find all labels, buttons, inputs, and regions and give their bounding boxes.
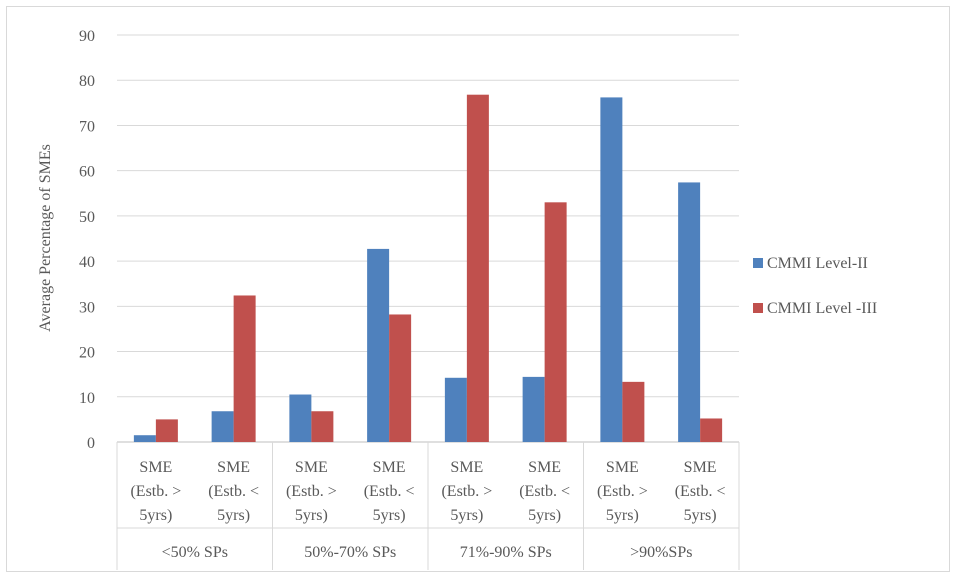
bar-level-ii [367, 248, 390, 442]
category-label: 5yrs) [217, 507, 250, 524]
category-label: 5yrs) [295, 507, 328, 524]
y-tick-label: 90 [79, 28, 95, 45]
group-label: >90%SPs [630, 544, 692, 561]
category-label: SME [217, 459, 250, 476]
y-tick-label: 20 [79, 345, 95, 362]
category-label: SME [373, 459, 406, 476]
category-label: 5yrs) [139, 507, 172, 524]
category-label: 5yrs) [450, 507, 483, 524]
category-label: SME [606, 459, 639, 476]
bar-level-ii [678, 182, 701, 442]
category-label: (Estb. > [597, 483, 648, 500]
gridlines [117, 34, 739, 443]
legend-label: CMMI Level-II [767, 255, 868, 272]
legend-swatch [753, 258, 763, 268]
y-tick-label: 60 [79, 164, 95, 181]
x-axis: <50% SPs SME (Estb. > 5yrs) SME (Estb. < 5yrs)… [116, 442, 740, 570]
category-label: (Estb. < [519, 483, 570, 500]
category-label: 5yrs) [684, 507, 717, 524]
bar-level-iii [700, 418, 723, 442]
category-label: (Estb. < [364, 483, 415, 500]
bar-level-ii [522, 376, 545, 442]
category-label: (Estb. > [441, 483, 492, 500]
bars [133, 94, 723, 443]
bar-level-ii [211, 411, 234, 442]
bar-level-iii [311, 411, 334, 442]
y-tick-label: 0 [87, 435, 95, 452]
category-label: SME [295, 459, 328, 476]
category-label: SME [684, 459, 717, 476]
y-tick-label: 70 [79, 118, 95, 135]
legend-swatch [753, 303, 763, 313]
bar-level-iii [544, 202, 567, 442]
y-axis-label: Average Percentage of SMEs [37, 144, 54, 332]
group-label: 50%-70% SPs [304, 544, 396, 561]
bar-level-ii [133, 435, 156, 442]
y-axis-ticks: 0 10 20 30 40 50 60 70 80 90 [79, 28, 95, 452]
category-label: (Estb. < [208, 483, 259, 500]
y-tick-label: 50 [79, 209, 95, 226]
bar-level-ii [444, 377, 467, 442]
group-label: 71%-90% SPs [460, 544, 552, 561]
y-tick-label: 30 [79, 299, 95, 316]
legend: CMMI Level-II CMMI Level -III [753, 255, 877, 317]
legend-label: CMMI Level -III [767, 300, 877, 317]
y-tick-label: 80 [79, 73, 95, 90]
y-tick-label: 40 [79, 254, 95, 271]
bar-level-iii [233, 295, 256, 442]
category-label: 5yrs) [606, 507, 639, 524]
category-label: (Estb. < [675, 483, 726, 500]
group-label: <50% SPs [162, 544, 228, 561]
category-label: (Estb. > [286, 483, 337, 500]
category-label: SME [528, 459, 561, 476]
category-label: 5yrs) [373, 507, 406, 524]
bar-level-ii [289, 394, 312, 442]
bar-level-ii [600, 97, 623, 442]
category-label: SME [139, 459, 172, 476]
category-label: SME [450, 459, 483, 476]
bar-level-iii [389, 314, 412, 442]
bar-level-iii [622, 381, 645, 442]
category-label: (Estb. > [130, 483, 181, 500]
bar-level-iii [155, 419, 178, 442]
bar-level-iii [466, 94, 489, 443]
y-tick-label: 10 [79, 390, 95, 407]
category-label: 5yrs) [528, 507, 561, 524]
